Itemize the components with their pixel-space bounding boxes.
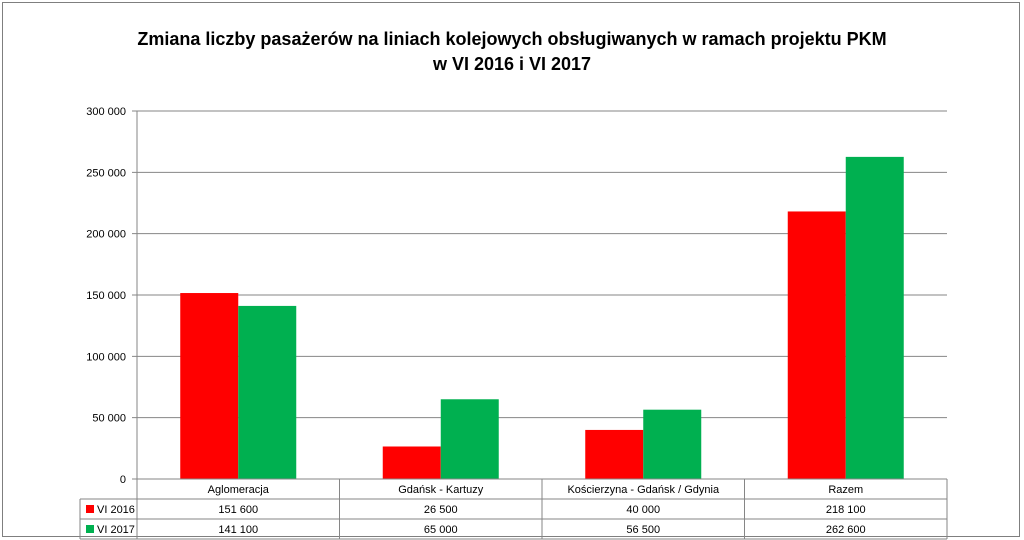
legend-key: [86, 505, 94, 513]
legend-key: [86, 525, 94, 533]
table-value: 56 500: [626, 524, 660, 536]
bar-vi-2016: [585, 429, 644, 479]
table-value: 65 000: [424, 524, 458, 536]
table-value: 218 100: [826, 504, 866, 516]
category-label: Gdańsk - Kartuzy: [398, 484, 483, 496]
table-value: 151 600: [218, 504, 258, 516]
y-tick-label: 250 000: [86, 167, 126, 179]
bar-vi-2016: [787, 211, 846, 480]
bar-vi-2017: [845, 156, 904, 480]
bar-vi-2017: [643, 409, 702, 479]
y-tick-label: 200 000: [86, 229, 126, 241]
y-tick-label: 300 000: [86, 106, 126, 118]
y-tick-label: 0: [120, 474, 126, 486]
y-tick-label: 100 000: [86, 351, 126, 363]
category-label: Kościerzyna - Gdańsk / Gdynia: [567, 484, 720, 496]
series-name: VI 2016: [97, 504, 135, 516]
bar-vi-2016: [382, 446, 441, 479]
bar-vi-2016: [180, 293, 239, 479]
chart-subtitle: w VI 2016 i VI 2017: [432, 54, 592, 74]
table-value: 262 600: [826, 524, 866, 536]
bar-vi-2017: [440, 399, 499, 479]
series-name: VI 2017: [97, 524, 135, 536]
table-value: 141 100: [218, 524, 258, 536]
table-value: 26 500: [424, 504, 458, 516]
y-tick-label: 150 000: [86, 290, 126, 302]
chart-title: Zmiana liczby pasażerów na liniach kolej…: [137, 29, 887, 49]
y-tick-label: 50 000: [92, 413, 126, 425]
category-label: Razem: [828, 484, 863, 496]
table-value: 40 000: [626, 504, 660, 516]
bar-vi-2017: [238, 305, 297, 479]
category-label: Aglomeracja: [208, 484, 270, 496]
